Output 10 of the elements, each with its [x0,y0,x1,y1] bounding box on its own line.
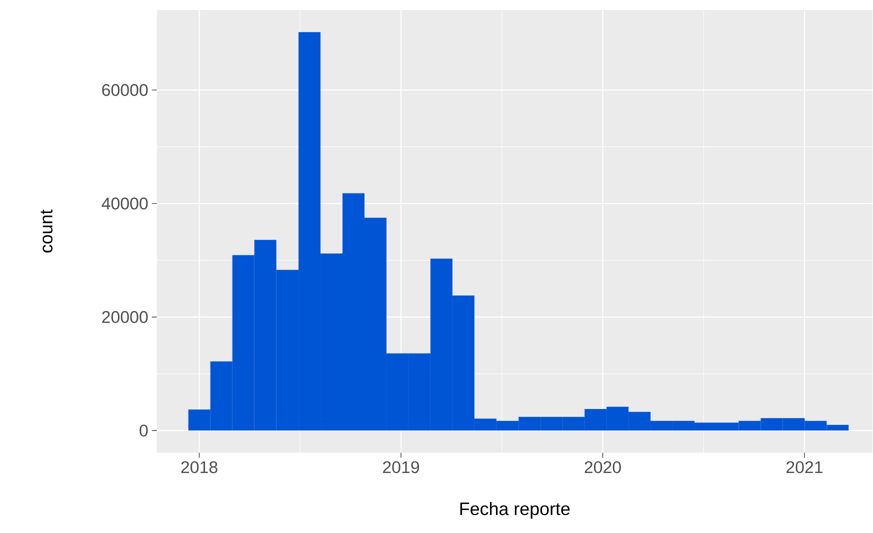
x-tick-label: 2021 [786,461,822,474]
y-tick-label: 20000 [102,311,148,324]
x-tick-label: 2018 [181,461,218,474]
x-axis-title: Fecha reporte [460,502,570,519]
x-tick-label: 2020 [584,461,621,474]
y-tick-label: 0 [140,424,148,437]
y-axis-title: count [40,210,53,253]
x-tick-label: 2019 [383,461,420,474]
y-tick-label: 60000 [102,84,148,96]
y-tick-label: 40000 [102,198,148,210]
